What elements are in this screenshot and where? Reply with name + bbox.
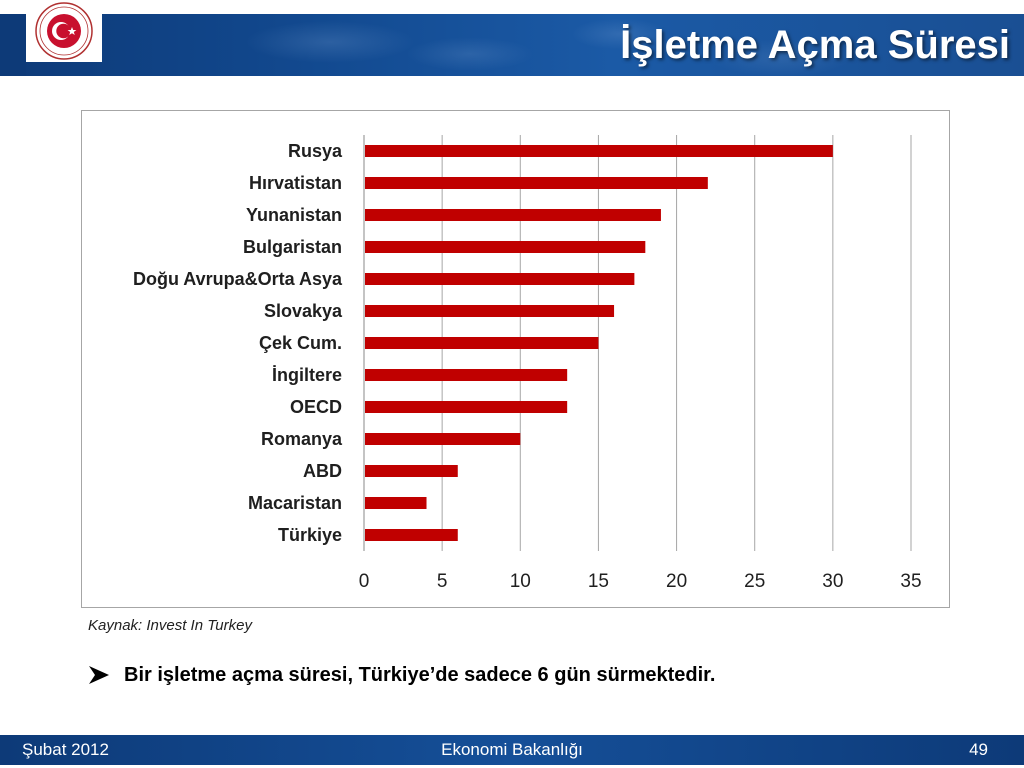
- category-label: Türkiye: [278, 525, 342, 545]
- bar: [365, 369, 568, 381]
- bar: [365, 241, 646, 253]
- ministry-seal-icon: [35, 2, 93, 60]
- x-tick-label: 35: [900, 571, 921, 592]
- bar: [365, 177, 708, 189]
- bar: [365, 433, 521, 445]
- x-tick-label: 15: [588, 571, 609, 592]
- bar: [365, 145, 833, 157]
- category-label: Romanya: [261, 429, 343, 449]
- arrow-bullet-icon: [89, 666, 109, 684]
- bullet-text: Bir işletme açma süresi, Türkiye’de sade…: [124, 663, 716, 686]
- header-left-strip: [0, 14, 26, 76]
- category-label: İngiltere: [272, 365, 342, 385]
- bar: [365, 401, 568, 413]
- page-title: İşletme Açma Süresi: [620, 23, 1010, 67]
- category-label: Çek Cum.: [259, 333, 342, 353]
- category-label: Hırvatistan: [249, 173, 342, 193]
- category-label: ABD: [303, 461, 342, 481]
- footer-bar: Şubat 2012 Ekonomi Bakanlığı 49: [0, 735, 1024, 765]
- bar: [365, 497, 427, 509]
- source-note: Kaynak: Invest In Turkey: [88, 617, 252, 634]
- bar: [365, 465, 458, 477]
- bullet-point: Bir işletme açma süresi, Türkiye’de sade…: [88, 660, 715, 690]
- bar: [365, 305, 615, 317]
- horizontal-bar-chart: Rusya Hırvatistan Yunanistan Bulgaristan Doğ…: [133, 135, 922, 592]
- bar: [365, 209, 661, 221]
- category-label: Rusya: [288, 141, 343, 161]
- category-label: Yunanistan: [246, 205, 342, 225]
- x-tick-label: 10: [510, 571, 531, 592]
- header-banner: [0, 14, 1024, 76]
- x-tick-label: 20: [666, 571, 687, 592]
- x-tick-label: 30: [822, 571, 843, 592]
- footer-date: Şubat 2012: [22, 740, 109, 759]
- bar: [365, 273, 635, 285]
- bar: [365, 529, 458, 541]
- category-label: OECD: [290, 397, 342, 417]
- category-label: Macaristan: [248, 493, 342, 513]
- category-label: Doğu Avrupa&Orta Asya: [133, 269, 343, 289]
- category-label: Slovakya: [264, 301, 343, 321]
- footer-page-number: 49: [969, 740, 988, 759]
- footer-org: Ekonomi Bakanlığı: [441, 740, 583, 759]
- chart-frame: Rusya Hırvatistan Yunanistan Bulgaristan Doğ…: [81, 110, 950, 608]
- x-tick-label: 25: [744, 571, 765, 592]
- category-label: Bulgaristan: [243, 237, 342, 257]
- ministry-logo: [26, 0, 102, 62]
- x-tick-label: 0: [359, 571, 370, 592]
- x-tick-label: 5: [437, 571, 448, 592]
- bar: [365, 337, 599, 349]
